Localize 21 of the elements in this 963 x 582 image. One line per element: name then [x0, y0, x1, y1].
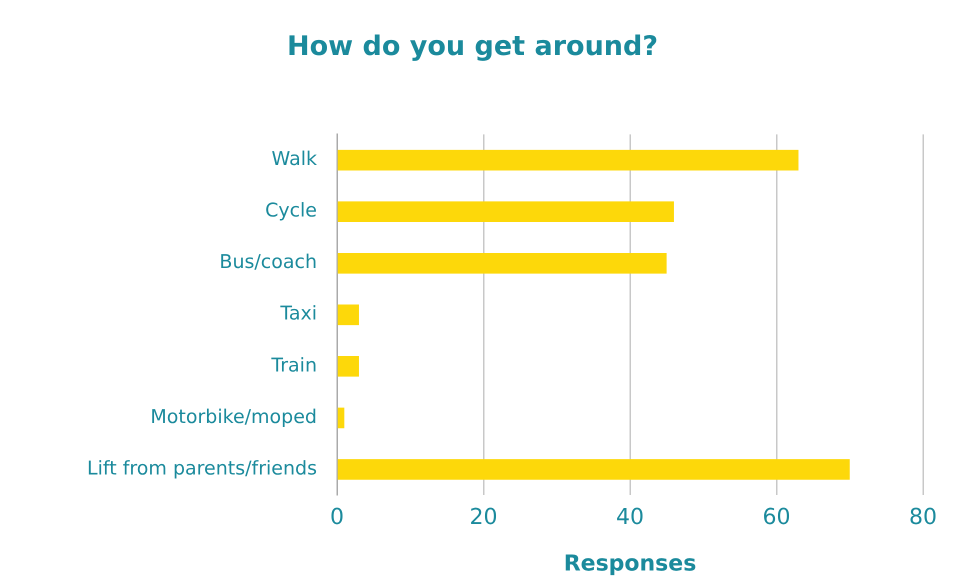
x-tick-label: 40 — [616, 505, 644, 530]
x-tick-label: 0 — [330, 505, 344, 530]
y-tick-label: Walk — [272, 148, 317, 170]
bar — [338, 252, 667, 274]
bar — [338, 304, 359, 326]
x-axis-title: Responses — [564, 552, 696, 577]
bar — [338, 408, 344, 428]
y-tick-label: Lift from parents/friends — [86, 457, 317, 480]
y-tick-label: Cycle — [265, 200, 317, 222]
bar — [338, 201, 674, 222]
bar — [338, 459, 850, 480]
bar — [338, 356, 359, 377]
y-tick-label: Bus/coach — [219, 251, 317, 274]
y-tick-label: Train — [270, 354, 317, 376]
x-tick-label: 20 — [470, 505, 498, 530]
y-tick-label: Motorbike/moped — [150, 406, 317, 428]
x-tick-label: 60 — [762, 505, 790, 530]
bar — [338, 150, 798, 170]
chart-title: How do you get around? — [287, 31, 658, 62]
x-tick-label: 80 — [909, 505, 937, 530]
y-tick-label: Taxi — [279, 302, 317, 325]
